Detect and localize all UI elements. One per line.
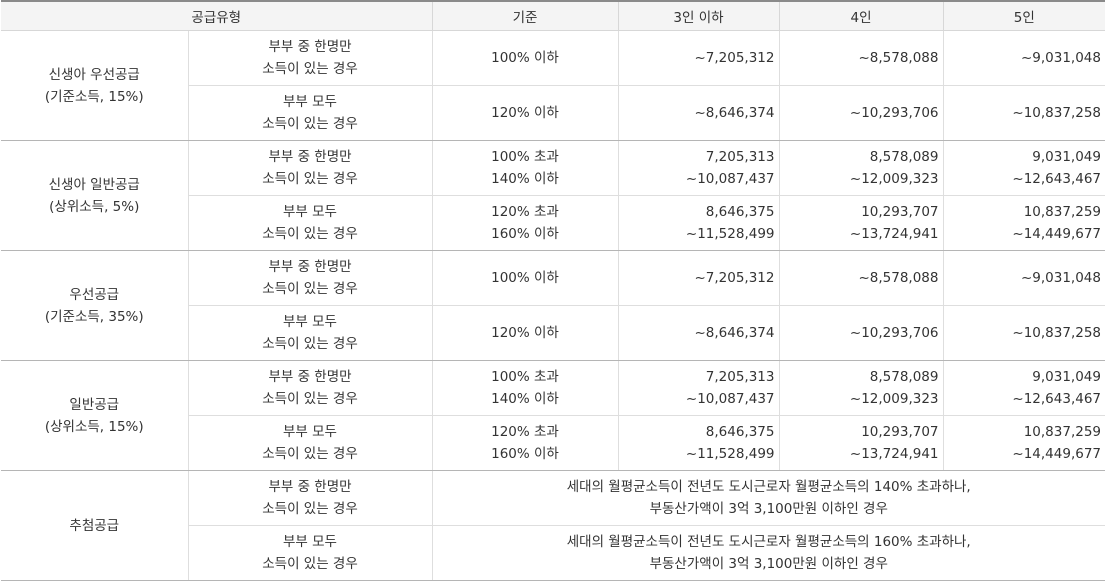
criteria-cell: 100% 이하	[431, 250, 619, 306]
supply-group-name: 신생아 일반공급 (상위소득, 5%)	[1, 140, 189, 251]
amount-3-persons: 7,205,313 ~10,087,437	[617, 140, 780, 196]
income-type-cell: 부부 중 한명만 소득이 있는 경우	[187, 30, 433, 86]
supply-group-name: 우선공급 (기준소득, 35%)	[1, 250, 189, 361]
table-row: 부부 모두 소득이 있는 경우 120% 이하 ~8,646,374 ~10,29…	[1, 305, 1105, 361]
supply-group-name: 추첨공급	[1, 470, 189, 581]
amount-4-persons: ~8,578,088	[778, 250, 944, 306]
amount-5-persons: 10,837,259 ~14,449,677	[942, 415, 1105, 471]
amount-3-persons: 7,205,313 ~10,087,437	[617, 360, 780, 416]
criteria-cell: 120% 이하	[431, 85, 619, 141]
lottery-condition-note: 세대의 월평균소득이 전년도 도시근로자 월평균소득의 140% 초과하나, 부동…	[431, 470, 1105, 526]
table-row: 부부 모두 소득이 있는 경우 세대의 월평균소득이 전년도 도시근로자 월평균소…	[1, 525, 1105, 581]
amount-5-persons: 9,031,049 ~12,643,467	[942, 360, 1105, 416]
amount-4-persons: ~10,293,706	[778, 85, 944, 141]
income-type-cell: 부부 중 한명만 소득이 있는 경우	[187, 140, 433, 196]
amount-4-persons: ~8,578,088	[778, 30, 944, 86]
income-type-cell: 부부 중 한명만 소득이 있는 경우	[187, 470, 433, 526]
amount-5-persons: ~9,031,048	[942, 250, 1105, 306]
amount-3-persons: ~8,646,374	[617, 305, 780, 361]
lottery-condition-note: 세대의 월평균소득이 전년도 도시근로자 월평균소득의 160% 초과하나, 부동…	[431, 525, 1105, 581]
income-type-cell: 부부 모두 소득이 있는 경우	[188, 525, 433, 581]
amount-4-persons: 8,578,089 ~12,009,323	[778, 360, 944, 416]
criteria-cell: 120% 초과 160% 이하	[431, 415, 619, 471]
income-type-cell: 부부 모두 소득이 있는 경우	[188, 305, 433, 361]
table-row: 추첨공급 부부 중 한명만 소득이 있는 경우 세대의 월평균소득이 전년도 도시…	[1, 470, 1105, 581]
amount-3-persons: 8,646,375 ~11,528,499	[617, 195, 780, 251]
criteria-cell: 120% 초과 160% 이하	[431, 195, 619, 251]
supply-group-name: 신생아 우선공급 (기준소득, 15%)	[1, 30, 189, 141]
header-5-persons: 5인	[942, 0, 1105, 31]
criteria-cell: 100% 초과 140% 이하	[431, 360, 619, 416]
criteria-cell: 100% 이하	[431, 30, 619, 86]
amount-4-persons: ~10,293,706	[778, 305, 944, 361]
income-type-cell: 부부 모두 소득이 있는 경우	[188, 415, 433, 471]
header-criteria: 기준	[431, 0, 619, 31]
income-type-cell: 부부 중 한명만 소득이 있는 경우	[187, 250, 433, 306]
table-row: 부부 모두 소득이 있는 경우 120% 초과 160% 이하 8,646,375 ~…	[1, 195, 1105, 251]
criteria-cell: 100% 초과 140% 이하	[431, 140, 619, 196]
amount-4-persons: 10,293,707 ~13,724,941	[778, 195, 944, 251]
table-row: 신생아 일반공급 (상위소득, 5%) 부부 중 한명만 소득이 있는 경우 100…	[1, 140, 1105, 251]
amount-5-persons: ~9,031,048	[942, 30, 1105, 86]
amount-5-persons: 10,837,259 ~14,449,677	[942, 195, 1105, 251]
amount-5-persons: ~10,837,258	[942, 305, 1105, 361]
amount-3-persons: 8,646,375 ~11,528,499	[617, 415, 780, 471]
income-type-cell: 부부 모두 소득이 있는 경우	[188, 85, 433, 141]
table-row: 일반공급 (상위소득, 15%) 부부 중 한명만 소득이 있는 경우 100% 초…	[1, 360, 1105, 471]
amount-3-persons: ~7,205,312	[617, 30, 780, 86]
amount-4-persons: 10,293,707 ~13,724,941	[778, 415, 944, 471]
header-3-persons: 3인 이하	[617, 0, 780, 31]
header-4-persons: 4인	[778, 0, 944, 31]
criteria-cell: 120% 이하	[431, 305, 619, 361]
amount-3-persons: ~7,205,312	[617, 250, 780, 306]
amount-5-persons: ~10,837,258	[942, 85, 1105, 141]
supply-group-name: 일반공급 (상위소득, 15%)	[1, 360, 189, 471]
table-header-row: 공급유형 기준 3인 이하 4인 5인	[1, 0, 1105, 31]
amount-3-persons: ~8,646,374	[617, 85, 780, 141]
table-row: 신생아 우선공급 (기준소득, 15%) 부부 중 한명만 소득이 있는 경우 10…	[1, 30, 1105, 141]
amount-5-persons: 9,031,049 ~12,643,467	[942, 140, 1105, 196]
amount-4-persons: 8,578,089 ~12,009,323	[778, 140, 944, 196]
table-row: 부부 모두 소득이 있는 경우 120% 이하 ~8,646,374 ~10,29…	[1, 85, 1105, 141]
income-type-cell: 부부 모두 소득이 있는 경우	[188, 195, 433, 251]
table-row: 우선공급 (기준소득, 35%) 부부 중 한명만 소득이 있는 경우 100% 이…	[1, 250, 1105, 361]
header-supply-type: 공급유형	[1, 0, 433, 31]
income-type-cell: 부부 중 한명만 소득이 있는 경우	[187, 360, 433, 416]
